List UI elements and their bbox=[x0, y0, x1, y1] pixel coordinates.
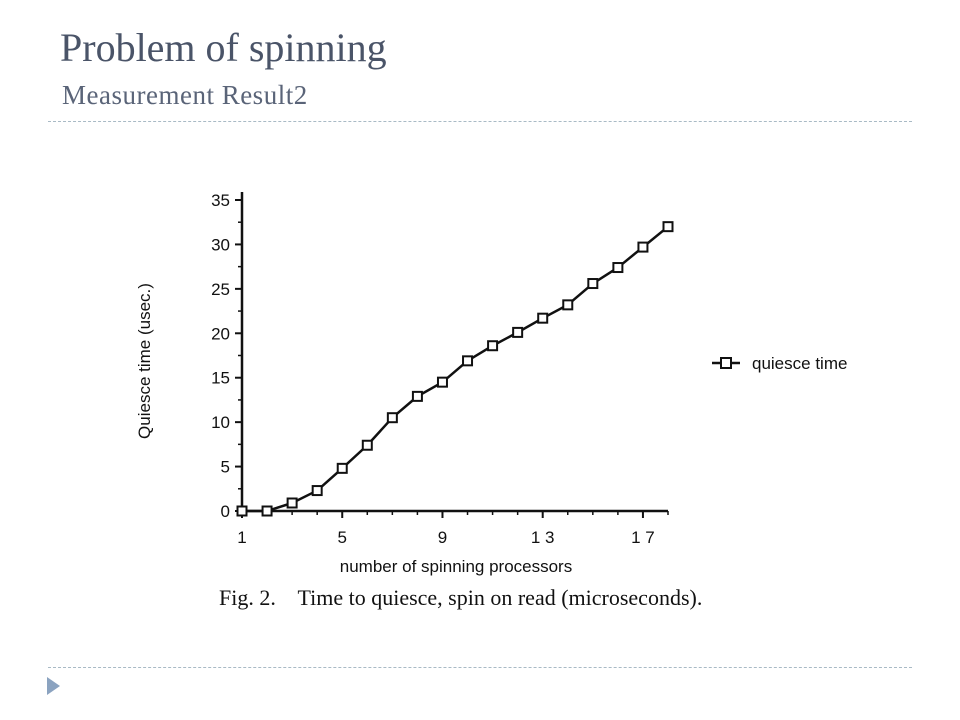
data-point bbox=[386, 412, 398, 424]
footer-divider bbox=[48, 667, 912, 668]
x-tick-label: 1 bbox=[237, 528, 246, 547]
chart-series bbox=[236, 221, 674, 517]
y-tick-label: 25 bbox=[211, 280, 230, 299]
data-point bbox=[462, 355, 474, 367]
data-point bbox=[261, 505, 273, 517]
legend-marker bbox=[720, 357, 732, 369]
data-point bbox=[411, 390, 423, 402]
chart-axes bbox=[240, 192, 668, 513]
y-tick-label: 5 bbox=[221, 458, 230, 477]
y-tick-label: 35 bbox=[211, 191, 230, 210]
data-point bbox=[537, 312, 549, 324]
x-tick-label: 1 3 bbox=[531, 528, 555, 547]
figure-caption: Fig. 2. Time to quiesce, spin on read (m… bbox=[219, 585, 703, 610]
y-tick-label: 15 bbox=[211, 369, 230, 388]
data-point bbox=[286, 497, 298, 509]
y-tick-label: 10 bbox=[211, 413, 230, 432]
y-tick-label: 20 bbox=[211, 324, 230, 343]
data-point bbox=[612, 262, 624, 274]
data-point bbox=[587, 278, 599, 290]
x-tick-label: 5 bbox=[338, 528, 347, 547]
y-tick-label: 0 bbox=[221, 502, 230, 521]
y-axis-label: Quiesce time (usec.) bbox=[135, 283, 154, 439]
triangle-bullet-icon bbox=[47, 677, 60, 695]
series-line bbox=[242, 225, 669, 513]
data-point bbox=[637, 241, 649, 253]
data-point bbox=[311, 485, 323, 497]
slide-subtitle: Measurement Result2 bbox=[62, 80, 308, 110]
x-tick-label: 1 7 bbox=[631, 528, 655, 547]
data-point bbox=[436, 376, 448, 388]
y-tick-label: 30 bbox=[211, 235, 230, 254]
slide-title: Problem of spinning bbox=[60, 25, 387, 70]
data-point bbox=[361, 439, 373, 451]
legend-label-quiesce-time: quiesce time bbox=[752, 354, 847, 373]
data-point bbox=[562, 299, 574, 311]
x-axis-label: number of spinning processors bbox=[340, 557, 572, 576]
title-divider bbox=[48, 121, 912, 122]
x-tick-label: 9 bbox=[438, 528, 447, 547]
data-point bbox=[662, 221, 674, 233]
data-point bbox=[336, 462, 348, 474]
chart-legend: quiesce time bbox=[712, 354, 847, 373]
data-point bbox=[236, 505, 248, 517]
data-point bbox=[487, 340, 499, 352]
data-point bbox=[512, 326, 524, 338]
